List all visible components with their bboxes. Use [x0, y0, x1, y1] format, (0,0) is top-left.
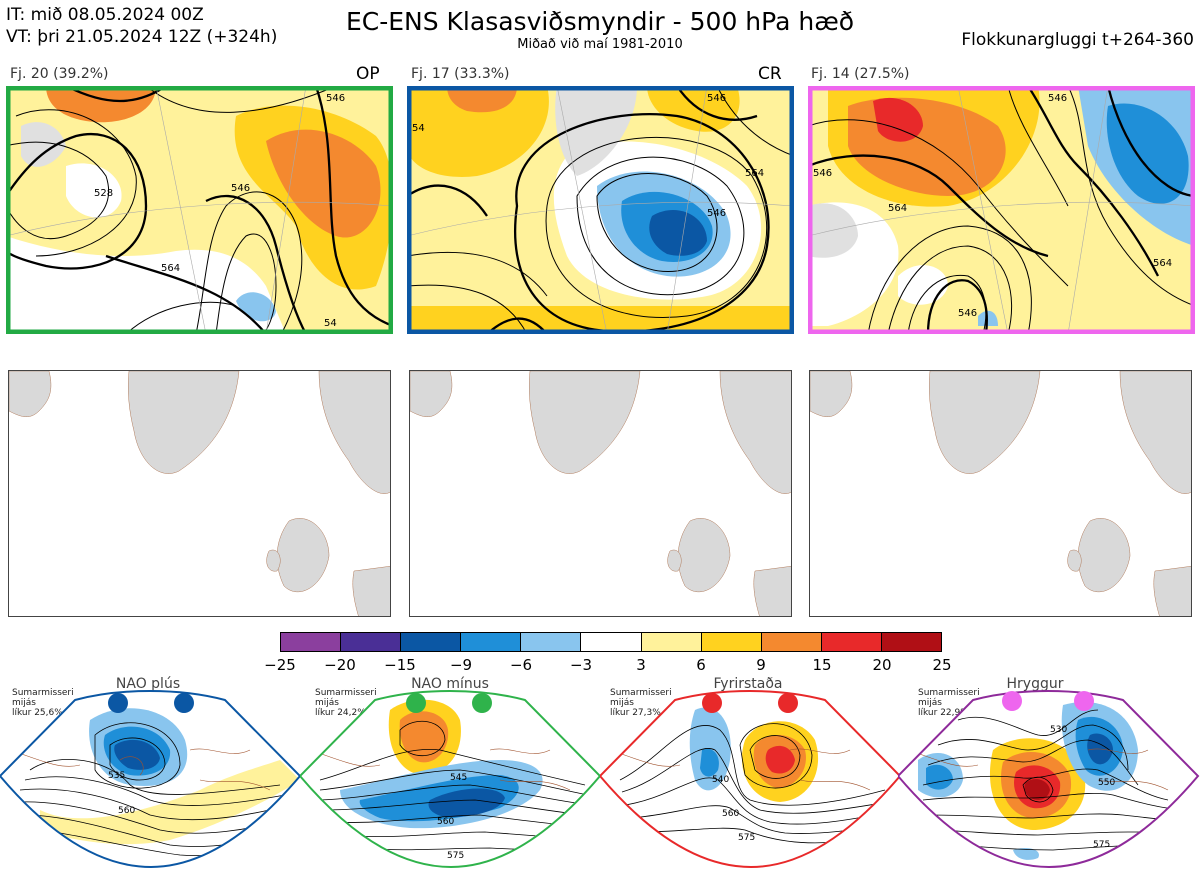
regime-4-dot — [1074, 691, 1094, 711]
colorbar-tick: −3 — [569, 656, 593, 674]
colorbar-tick: 25 — [932, 656, 952, 674]
regime-2-note: Sumarmisseri mijás líkur 24,2% — [315, 688, 377, 718]
colorbar-segment — [461, 633, 522, 651]
contour-label: 546 — [231, 183, 250, 194]
colorbar-segment — [821, 633, 882, 651]
regime-4-map: 530 550 575 — [898, 690, 1200, 871]
regime-3-note: Sumarmisseri mijás líkur 27,3% — [610, 688, 672, 718]
contour-label: 528 — [94, 188, 113, 199]
regime-2-map: 545 560 575 — [300, 690, 602, 871]
contour-label: 550 — [1098, 778, 1115, 788]
contour-label: 546 — [707, 93, 726, 104]
colorbar-segment — [401, 633, 462, 651]
contour-label: 546 — [326, 93, 345, 104]
regime-1-dot — [174, 693, 194, 713]
page-subtitle: Miðað við maí 1981-2010 — [517, 37, 683, 52]
empty-map-3 — [809, 370, 1192, 617]
contour-label: 54 — [324, 318, 337, 329]
contour-label: 575 — [447, 851, 464, 861]
colorbar-segment — [641, 633, 702, 651]
regime-3-map: 540 560 575 — [600, 690, 902, 871]
contour-label: 575 — [738, 833, 755, 843]
contour-label: 540 — [712, 775, 729, 785]
cluster-2-code: CR — [758, 64, 782, 84]
init-time: IT: mið 08.05.2024 00Z — [6, 5, 204, 25]
colorbar-segment — [341, 633, 402, 651]
cluster-2-frame — [407, 86, 794, 334]
contour-label: 54 — [412, 123, 425, 134]
colorbar-segment — [581, 633, 642, 651]
regime-2-dot — [406, 693, 426, 713]
colorbar-tick: 3 — [636, 656, 646, 674]
contour-label: 560 — [118, 806, 135, 816]
cluster-1-frame — [6, 86, 393, 334]
cluster-3-map: 546 564 546 546 564 — [808, 86, 1195, 334]
cluster-3-frame — [808, 86, 1195, 334]
regime-3-dot — [702, 693, 722, 713]
colorbar-segment — [701, 633, 762, 651]
regime-2-title: NAO mínus — [411, 676, 489, 692]
contour-label: 564 — [745, 168, 764, 179]
contour-label: 560 — [437, 817, 454, 827]
colorbar-segment — [521, 633, 582, 651]
empty-map-2 — [409, 370, 792, 617]
colorbar-segment — [761, 633, 822, 651]
colorbar-tick: −6 — [509, 656, 533, 674]
contour-label: 564 — [161, 263, 180, 274]
contour-label: 564 — [1153, 258, 1172, 269]
page-title: EC-ENS Klasasviðsmyndir - 500 hPa hæð — [345, 7, 855, 36]
valid-time: VT: þri 21.05.2024 12Z (+324h) — [6, 27, 278, 47]
colorbar-tick: 20 — [872, 656, 892, 674]
colorbar-tick: 6 — [696, 656, 706, 674]
empty-map-1 — [8, 370, 391, 617]
colorbar-tick: −25 — [264, 656, 296, 674]
colorbar — [280, 632, 942, 652]
colorbar-tick: −20 — [324, 656, 356, 674]
contour-label: 530 — [1050, 725, 1067, 735]
colorbar-segment — [881, 633, 942, 651]
colorbar-tick: −15 — [384, 656, 416, 674]
colorbar-tick: 15 — [812, 656, 832, 674]
contour-label: 545 — [450, 773, 467, 783]
cluster-3-label: Fj. 14 (27.5%) — [811, 66, 910, 82]
regime-1-map: 535 560 — [0, 690, 302, 871]
regime-4-dot — [1002, 691, 1022, 711]
cluster-1-code: OP — [356, 64, 380, 84]
regime-3-title: Fyrirstaða — [713, 676, 783, 692]
colorbar-tick: 9 — [756, 656, 766, 674]
contour-label: 560 — [722, 809, 739, 819]
contour-label: 546 — [707, 208, 726, 219]
contour-label: 546 — [958, 308, 977, 319]
regime-1-note: Sumarmisseri mijás líkur 25,6% — [12, 688, 74, 718]
contour-label: 535 — [108, 771, 125, 781]
init-valid-times: IT: mið 08.05.2024 00Z VT: þri 21.05.202… — [6, 4, 277, 48]
regime-2-dot — [472, 693, 492, 713]
contour-label: 575 — [1093, 840, 1110, 850]
regime-3-dot — [778, 693, 798, 713]
cluster-1-map: 546 528 546 564 54 — [6, 86, 393, 334]
cluster-1-label: Fj. 20 (39.2%) — [10, 66, 109, 82]
regime-4-title: Hryggur — [1006, 676, 1064, 692]
regime-4-note: Sumarmisseri mijás líkur 22,9% — [918, 688, 980, 718]
cluster-2-label: Fj. 17 (33.3%) — [411, 66, 510, 82]
regime-1-dot — [108, 693, 128, 713]
regime-1-title: NAO plús — [115, 676, 181, 692]
classification-window: Flokkunargluggi t+264-360 — [961, 30, 1194, 50]
cluster-2-map: 546 546 54 564 — [407, 86, 794, 334]
colorbar-segment — [281, 633, 342, 651]
colorbar-tick: −9 — [449, 656, 473, 674]
contour-label: 546 — [813, 168, 832, 179]
contour-label: 564 — [888, 203, 907, 214]
contour-label: 546 — [1048, 93, 1067, 104]
